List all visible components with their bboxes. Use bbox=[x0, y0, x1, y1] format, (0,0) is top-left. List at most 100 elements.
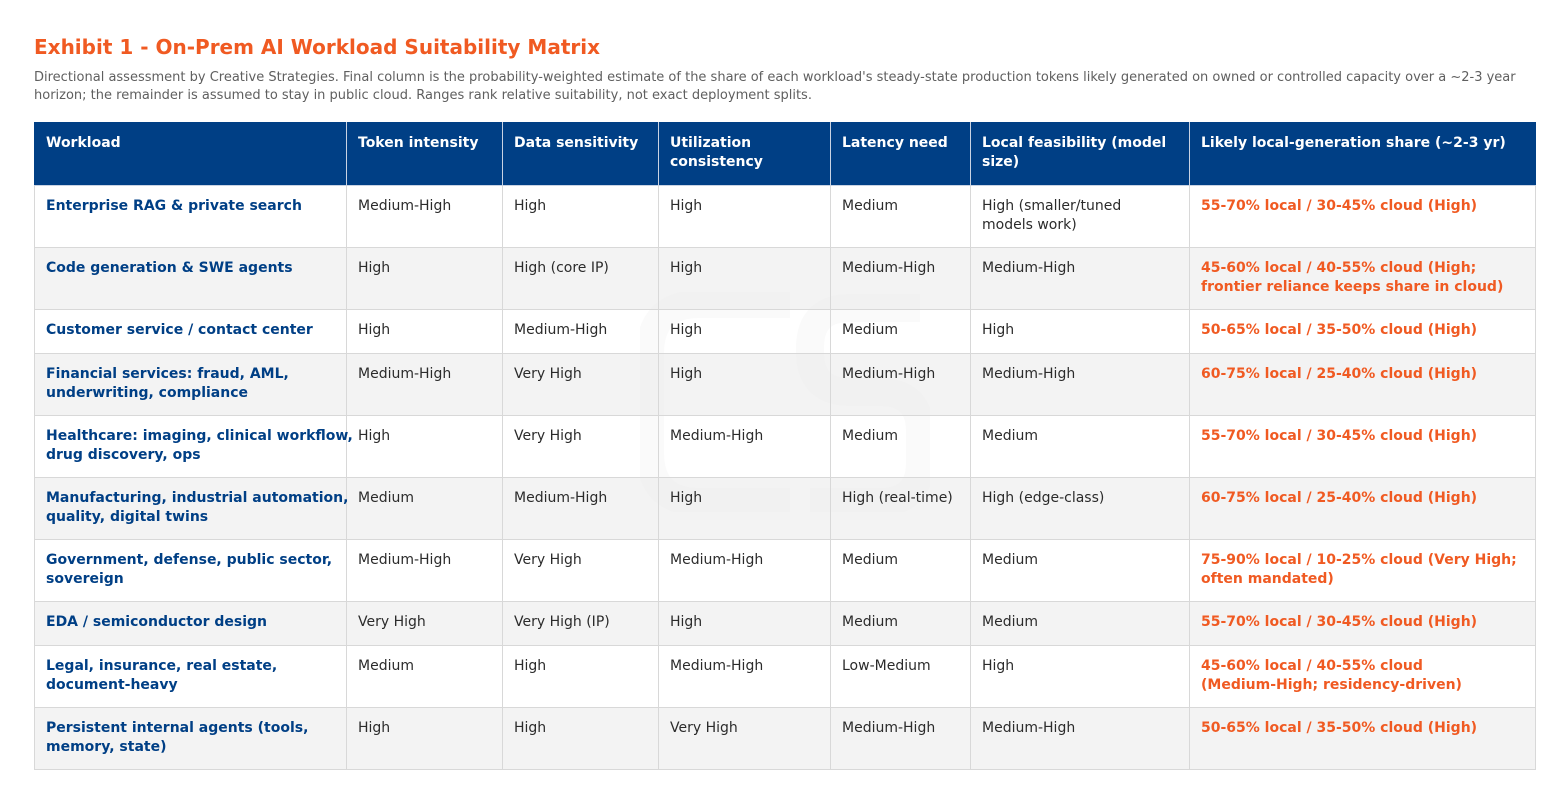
share-line-1: 50-65% local / 35-50% cloud (High) bbox=[1201, 720, 1478, 736]
latency-cell: High (real-time) bbox=[830, 477, 971, 540]
latency-cell: Low-Medium bbox=[830, 645, 971, 708]
feasibility-cell: High (smaller/tuned models work) bbox=[970, 185, 1190, 248]
workload-cell: Government, defense, public sector, sover… bbox=[34, 539, 347, 602]
header-feasibility-line-2: size) bbox=[982, 153, 1020, 170]
share-line-2: frontier reliance keeps share in cloud) bbox=[1201, 278, 1504, 295]
utilization-cell: Medium-High bbox=[658, 415, 831, 478]
share-cell: 60-75% local / 25-40% cloud (High) bbox=[1189, 477, 1536, 540]
workload-line-2: drug discovery, ops bbox=[46, 446, 201, 463]
workload-line-1: Enterprise RAG & private search bbox=[46, 198, 302, 214]
header-local-generation-share: Likely local-generation share (~2-3 yr) bbox=[1189, 122, 1536, 186]
header-workload: Workload bbox=[34, 122, 347, 186]
share-cell: 55-70% local / 30-45% cloud (High) bbox=[1189, 185, 1536, 248]
header-token-intensity: Token intensity bbox=[346, 122, 503, 186]
workload-line-1: EDA / semiconductor design bbox=[46, 614, 267, 630]
feasibility-line-1: Medium bbox=[982, 614, 1038, 630]
share-cell: 45-60% local / 40-55% cloud (High; fronti… bbox=[1189, 247, 1536, 310]
workload-line-2: quality, digital twins bbox=[46, 508, 209, 525]
exhibit-title: Exhibit 1 - On-Prem AI Workload Suitabil… bbox=[34, 35, 601, 59]
data-sensitivity-cell: High bbox=[502, 645, 659, 708]
share-line-2: often mandated) bbox=[1201, 570, 1334, 587]
header-utilization-consistency: Utilization consistency bbox=[658, 122, 831, 186]
token-intensity-cell: Medium bbox=[346, 477, 503, 540]
table-row: Healthcare: imaging, clinical workflow, d… bbox=[34, 415, 1536, 478]
subtitle-line-1: Directional assessment by Creative Strat… bbox=[34, 70, 1516, 85]
utilization-cell: High bbox=[658, 353, 831, 416]
workload-cell: Legal, insurance, real estate, document-h… bbox=[34, 645, 347, 708]
workload-cell: Financial services: fraud, AML, underwrit… bbox=[34, 353, 347, 416]
table-row: Government, defense, public sector, sover… bbox=[34, 539, 1536, 602]
feasibility-cell: High (edge-class) bbox=[970, 477, 1190, 540]
exhibit-subtitle: Directional assessment by Creative Strat… bbox=[34, 69, 1534, 104]
workload-cell: Persistent internal agents (tools, memory… bbox=[34, 707, 347, 770]
data-sensitivity-cell: Medium-High bbox=[502, 309, 659, 354]
token-intensity-cell: High bbox=[346, 309, 503, 354]
workload-line-1: Manufacturing, industrial automation, bbox=[46, 490, 349, 506]
feasibility-cell: Medium-High bbox=[970, 247, 1190, 310]
workload-line-2: underwriting, compliance bbox=[46, 384, 248, 401]
latency-cell: Medium bbox=[830, 415, 971, 478]
feasibility-cell: Medium-High bbox=[970, 707, 1190, 770]
token-intensity-cell: Medium-High bbox=[346, 539, 503, 602]
token-intensity-cell: Medium bbox=[346, 645, 503, 708]
workload-cell: Manufacturing, industrial automation, qua… bbox=[34, 477, 349, 540]
latency-cell: Medium-High bbox=[830, 707, 971, 770]
token-intensity-cell: Very High bbox=[346, 601, 503, 646]
workload-line-1: Government, defense, public sector, bbox=[46, 552, 333, 568]
table-row: Financial services: fraud, AML, underwrit… bbox=[34, 353, 1536, 416]
table-header-row: Workload Token intensity Data sensitivit… bbox=[34, 122, 1536, 186]
header-latency-need: Latency need bbox=[830, 122, 971, 186]
feasibility-line-2: models work) bbox=[982, 216, 1077, 233]
feasibility-line-1: Medium-High bbox=[982, 366, 1076, 382]
header-utilization-line-2: consistency bbox=[670, 153, 763, 170]
workload-line-1: Persistent internal agents (tools, bbox=[46, 720, 309, 736]
data-sensitivity-cell: Very High bbox=[502, 353, 659, 416]
token-intensity-cell: High bbox=[346, 247, 503, 310]
data-sensitivity-cell: Medium-High bbox=[502, 477, 659, 540]
feasibility-line-1: High bbox=[982, 658, 1015, 674]
feasibility-line-1: Medium bbox=[982, 428, 1038, 444]
share-line-1: 50-65% local / 35-50% cloud (High) bbox=[1201, 322, 1478, 338]
workload-cell: Healthcare: imaging, clinical workflow, d… bbox=[34, 415, 353, 478]
utilization-cell: Medium-High bbox=[658, 645, 831, 708]
data-sensitivity-cell: Very High bbox=[502, 415, 659, 478]
table-row: Persistent internal agents (tools, memory… bbox=[34, 707, 1536, 770]
feasibility-cell: Medium-High bbox=[970, 353, 1190, 416]
header-feasibility-line-1: Local feasibility (model bbox=[982, 135, 1167, 151]
share-cell: 55-70% local / 30-45% cloud (High) bbox=[1189, 415, 1536, 478]
latency-cell: Medium bbox=[830, 539, 971, 602]
latency-cell: Medium-High bbox=[830, 247, 971, 310]
workload-line-1: Legal, insurance, real estate, bbox=[46, 658, 278, 674]
header-data-sensitivity: Data sensitivity bbox=[502, 122, 659, 186]
utilization-cell: High bbox=[658, 309, 831, 354]
token-intensity-cell: Medium-High bbox=[346, 185, 503, 248]
feasibility-line-1: High bbox=[982, 322, 1015, 338]
data-sensitivity-cell: Very High bbox=[502, 539, 659, 602]
utilization-cell: Very High bbox=[658, 707, 831, 770]
header-utilization-line-1: Utilization bbox=[670, 135, 752, 151]
workload-line-2: sovereign bbox=[46, 570, 124, 587]
latency-cell: Medium bbox=[830, 601, 971, 646]
share-line-1: 75-90% local / 10-25% cloud (Very High; bbox=[1201, 552, 1517, 568]
latency-cell: Medium bbox=[830, 309, 971, 354]
feasibility-line-1: Medium-High bbox=[982, 260, 1076, 276]
workload-cell: Enterprise RAG & private search bbox=[34, 185, 347, 248]
table-row: Customer service / contact center High M… bbox=[34, 309, 1536, 354]
utilization-cell: High bbox=[658, 247, 831, 310]
data-sensitivity-cell: High bbox=[502, 185, 659, 248]
workload-cell: Code generation & SWE agents bbox=[34, 247, 347, 310]
table-row: Legal, insurance, real estate, document-h… bbox=[34, 645, 1536, 708]
table-row: EDA / semiconductor design Very High Ver… bbox=[34, 601, 1536, 646]
exhibit-header: Exhibit 1 - On-Prem AI Workload Suitabil… bbox=[34, 34, 1534, 104]
feasibility-cell: Medium bbox=[970, 415, 1190, 478]
feasibility-line-1: High (smaller/tuned bbox=[982, 198, 1122, 214]
share-line-1: 45-60% local / 40-55% cloud (High; bbox=[1201, 260, 1477, 276]
utilization-cell: High bbox=[658, 185, 831, 248]
latency-cell: Medium-High bbox=[830, 353, 971, 416]
utilization-cell: High bbox=[658, 601, 831, 646]
share-line-1: 45-60% local / 40-55% cloud bbox=[1201, 658, 1423, 674]
feasibility-cell: High bbox=[970, 309, 1190, 354]
share-line-1: 55-70% local / 30-45% cloud (High) bbox=[1201, 614, 1478, 630]
table-row: Manufacturing, industrial automation, qua… bbox=[34, 477, 1536, 540]
token-intensity-cell: High bbox=[346, 707, 503, 770]
